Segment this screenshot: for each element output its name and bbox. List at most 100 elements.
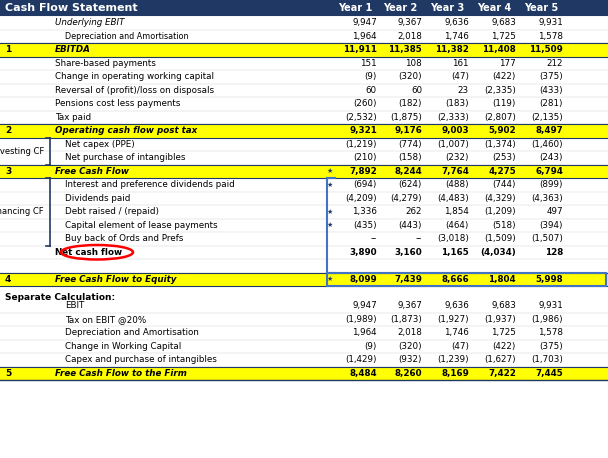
Text: 9,636: 9,636 xyxy=(444,18,469,27)
Text: Net capex (PPE): Net capex (PPE) xyxy=(65,140,135,149)
Text: (518): (518) xyxy=(492,221,516,230)
Text: (443): (443) xyxy=(398,221,422,230)
Text: Capex and purchase of intangibles: Capex and purchase of intangibles xyxy=(65,355,217,364)
Text: (422): (422) xyxy=(492,342,516,351)
Text: 11,509: 11,509 xyxy=(529,45,563,54)
Text: 60: 60 xyxy=(411,86,422,95)
Text: (899): (899) xyxy=(539,180,563,189)
Text: 8,666: 8,666 xyxy=(441,275,469,284)
Text: Investing CF: Investing CF xyxy=(0,147,44,156)
Text: 11,385: 11,385 xyxy=(389,45,422,54)
Text: (1,873): (1,873) xyxy=(390,315,422,324)
Text: Change in Working Capital: Change in Working Capital xyxy=(65,342,181,351)
Text: (375): (375) xyxy=(539,342,563,351)
Text: (1,007): (1,007) xyxy=(437,140,469,149)
Text: 7,445: 7,445 xyxy=(535,369,563,378)
Text: 6,794: 6,794 xyxy=(535,167,563,176)
Text: 151: 151 xyxy=(361,59,377,68)
Text: (422): (422) xyxy=(492,72,516,81)
Text: Financing CF: Financing CF xyxy=(0,207,44,216)
Text: EBITDA: EBITDA xyxy=(55,45,91,54)
Text: 9,683: 9,683 xyxy=(491,18,516,27)
Text: 8,244: 8,244 xyxy=(394,167,422,176)
Text: --: -- xyxy=(371,234,377,243)
Text: (4,279): (4,279) xyxy=(390,194,422,203)
Text: Tax on EBIT @20%: Tax on EBIT @20% xyxy=(65,315,147,324)
Text: Year 3: Year 3 xyxy=(430,3,464,13)
Text: Year 5: Year 5 xyxy=(524,3,558,13)
Bar xyxy=(0,124,608,137)
Text: Free Cash Flow: Free Cash Flow xyxy=(55,167,129,176)
Text: Free Cash Flow to Equity: Free Cash Flow to Equity xyxy=(55,275,176,284)
Text: (1,937): (1,937) xyxy=(484,315,516,324)
Text: 1,854: 1,854 xyxy=(444,207,469,216)
Text: (2,333): (2,333) xyxy=(437,113,469,122)
Text: 7,892: 7,892 xyxy=(349,167,377,176)
Text: 7,764: 7,764 xyxy=(441,167,469,176)
Text: 60: 60 xyxy=(366,86,377,95)
Text: 9,683: 9,683 xyxy=(491,301,516,310)
Text: Cash Flow Statement: Cash Flow Statement xyxy=(5,3,137,13)
Text: 108: 108 xyxy=(406,59,422,68)
Text: 9,367: 9,367 xyxy=(397,301,422,310)
Text: (320): (320) xyxy=(398,72,422,81)
Text: 3: 3 xyxy=(5,167,12,176)
Text: 9,947: 9,947 xyxy=(352,301,377,310)
Text: 1,578: 1,578 xyxy=(538,328,563,337)
Text: (435): (435) xyxy=(353,221,377,230)
Text: (182): (182) xyxy=(398,99,422,108)
Text: 9,321: 9,321 xyxy=(349,126,377,135)
Text: (932): (932) xyxy=(398,355,422,364)
Text: 3,890: 3,890 xyxy=(350,248,377,257)
Text: 1,725: 1,725 xyxy=(491,328,516,337)
Text: Reversal of (profit)/loss on disposals: Reversal of (profit)/loss on disposals xyxy=(55,86,214,95)
Text: (624): (624) xyxy=(399,180,422,189)
Text: Change in operating working capital: Change in operating working capital xyxy=(55,72,214,81)
Text: (1,627): (1,627) xyxy=(485,355,516,364)
Text: (4,363): (4,363) xyxy=(531,194,563,203)
Text: 23: 23 xyxy=(458,86,469,95)
Text: Depreciation and Amortisation: Depreciation and Amortisation xyxy=(65,328,199,337)
Text: (119): (119) xyxy=(492,99,516,108)
Text: Interest and preference dividends paid: Interest and preference dividends paid xyxy=(65,180,235,189)
Text: (1,509): (1,509) xyxy=(484,234,516,243)
Text: 11,408: 11,408 xyxy=(482,45,516,54)
Text: (210): (210) xyxy=(353,153,377,162)
Text: Capital element of lease payments: Capital element of lease payments xyxy=(65,221,218,230)
Text: 497: 497 xyxy=(547,207,563,216)
Text: (2,135): (2,135) xyxy=(531,113,563,122)
Text: 1,725: 1,725 xyxy=(491,32,516,41)
Text: (4,329): (4,329) xyxy=(485,194,516,203)
Text: 9,003: 9,003 xyxy=(441,126,469,135)
Text: 5: 5 xyxy=(5,369,12,378)
Text: (1,460): (1,460) xyxy=(531,140,563,149)
Bar xyxy=(0,43,608,56)
Text: ★: ★ xyxy=(327,182,333,188)
Text: 177: 177 xyxy=(499,59,516,68)
Text: 9,931: 9,931 xyxy=(538,18,563,27)
Text: 1,578: 1,578 xyxy=(538,32,563,41)
Text: (183): (183) xyxy=(446,99,469,108)
Text: (488): (488) xyxy=(446,180,469,189)
Text: (47): (47) xyxy=(451,72,469,81)
Text: (2,335): (2,335) xyxy=(484,86,516,95)
Text: Operating cash flow post tax: Operating cash flow post tax xyxy=(55,126,197,135)
Text: 4,275: 4,275 xyxy=(488,167,516,176)
Text: 7,439: 7,439 xyxy=(394,275,422,284)
Text: (694): (694) xyxy=(354,180,377,189)
Text: (1,703): (1,703) xyxy=(531,355,563,364)
Text: Year 2: Year 2 xyxy=(383,3,417,13)
Text: 3,160: 3,160 xyxy=(394,248,422,257)
Text: 9,367: 9,367 xyxy=(397,18,422,27)
Text: (375): (375) xyxy=(539,72,563,81)
Text: (1,986): (1,986) xyxy=(531,315,563,324)
Text: (243): (243) xyxy=(539,153,563,162)
Text: Year 1: Year 1 xyxy=(338,3,372,13)
Text: 9,931: 9,931 xyxy=(538,301,563,310)
Text: 8,169: 8,169 xyxy=(441,369,469,378)
Text: 9,176: 9,176 xyxy=(394,126,422,135)
Text: 1: 1 xyxy=(5,45,12,54)
Text: Share-based payments: Share-based payments xyxy=(55,59,156,68)
Text: Debt raised / (repaid): Debt raised / (repaid) xyxy=(65,207,159,216)
Text: --: -- xyxy=(416,234,422,243)
